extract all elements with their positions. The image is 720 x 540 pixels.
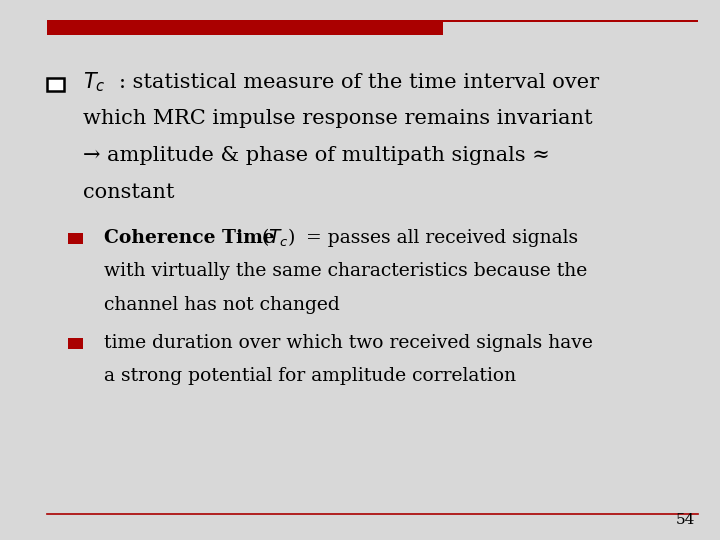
Text: with virtually the same characteristics because the: with virtually the same characteristics … [104, 262, 588, 280]
Text: 54: 54 [675, 512, 695, 526]
Text: time duration over which two received signals have: time duration over which two received si… [104, 334, 593, 352]
Text: channel has not changed: channel has not changed [104, 295, 340, 314]
Text: $\mathit{T_c}$: $\mathit{T_c}$ [83, 70, 105, 94]
Bar [47, 20, 698, 22]
Bar [68, 233, 83, 244]
Bar [68, 338, 83, 349]
Text: → amplitude & phase of multipath signals ≈: → amplitude & phase of multipath signals… [83, 146, 549, 165]
Text: Coherence Time: Coherence Time [104, 228, 282, 247]
Text: ($\mathit{T_c}$): ($\mathit{T_c}$) [261, 226, 296, 249]
Text: a strong potential for amplitude correlation: a strong potential for amplitude correla… [104, 367, 516, 386]
Bar [47, 78, 64, 91]
Text: : statistical measure of the time interval over: : statistical measure of the time interv… [119, 72, 599, 92]
Bar [47, 20, 443, 35]
Text: which MRC impulse response remains invariant: which MRC impulse response remains invar… [83, 109, 593, 129]
Text: constant: constant [83, 183, 174, 202]
Text: = passes all received signals: = passes all received signals [306, 228, 578, 247]
